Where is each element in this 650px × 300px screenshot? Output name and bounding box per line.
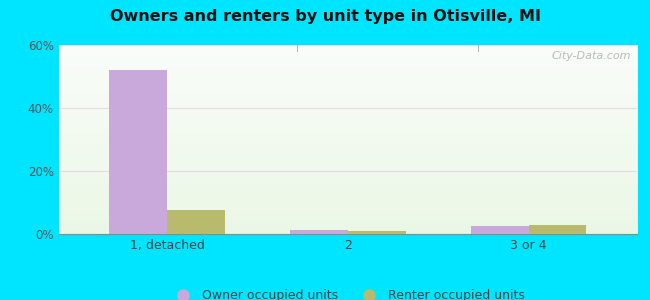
Text: Owners and renters by unit type in Otisville, MI: Owners and renters by unit type in Otisv… xyxy=(109,9,541,24)
Bar xyxy=(290,230,348,234)
Legend: Owner occupied units, Renter occupied units: Owner occupied units, Renter occupied un… xyxy=(166,284,530,300)
Bar xyxy=(167,210,225,234)
Bar xyxy=(109,70,167,234)
Bar xyxy=(348,231,406,234)
Bar xyxy=(471,226,528,234)
Text: City-Data.com: City-Data.com xyxy=(552,51,631,61)
Bar xyxy=(528,225,586,234)
